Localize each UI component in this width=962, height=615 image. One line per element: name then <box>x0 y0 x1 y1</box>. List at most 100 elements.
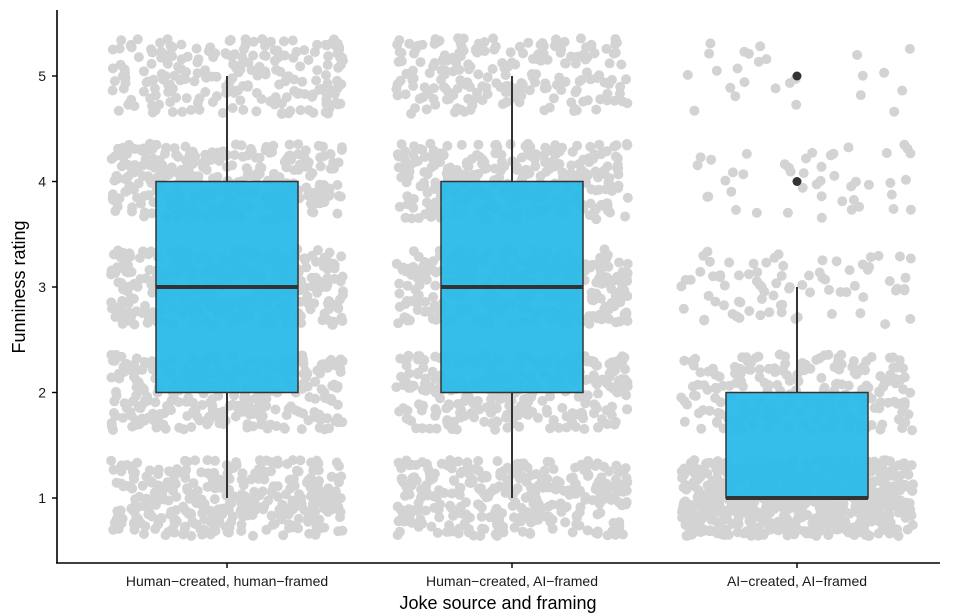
y-tick-label: 5 <box>38 68 46 84</box>
jitter-point <box>295 455 306 466</box>
jitter-point <box>227 103 238 113</box>
jitter-point <box>418 261 428 272</box>
boxplot-group <box>725 71 869 500</box>
jitter-point <box>693 520 704 531</box>
jitter-point <box>398 380 409 391</box>
jitter-point <box>761 54 772 65</box>
jitter-point <box>228 463 239 474</box>
jitter-point <box>442 415 453 426</box>
jitter-point <box>320 39 331 50</box>
jitter-point <box>823 530 834 541</box>
jitter-point <box>197 400 208 410</box>
jitter-point <box>293 139 304 150</box>
jitter-point <box>408 246 419 257</box>
jitter-point <box>474 404 485 415</box>
jitter-point <box>711 416 722 427</box>
jitter-point <box>699 315 710 326</box>
jitter-point <box>291 465 302 476</box>
jitter-point <box>128 396 139 407</box>
y-tick-label: 1 <box>38 490 46 506</box>
jitter-point <box>184 493 195 504</box>
jitter-point <box>753 56 764 67</box>
jitter-point <box>207 97 218 107</box>
jitter-point <box>112 506 123 517</box>
jitter-point <box>413 213 424 224</box>
jitter-point <box>404 368 415 379</box>
jitter-point <box>408 149 419 160</box>
jitter-point <box>293 523 303 534</box>
jitter-point <box>693 379 703 390</box>
jitter-point <box>124 281 135 292</box>
jitter-point <box>210 455 220 466</box>
jitter-point <box>905 253 916 264</box>
jitter-point <box>769 363 780 374</box>
jitter-point <box>169 70 180 81</box>
jitter-point <box>261 455 272 466</box>
jitter-point <box>592 422 603 433</box>
jitter-point <box>131 192 142 203</box>
jitter-point <box>593 184 604 195</box>
jitter-point <box>601 43 612 54</box>
jitter-point <box>442 55 453 66</box>
jitter-point <box>191 43 202 54</box>
jitter-point <box>205 529 216 540</box>
jitter-point <box>423 463 433 474</box>
jitter-point <box>317 83 327 94</box>
jitter-point <box>113 277 124 288</box>
jitter-point <box>676 392 687 403</box>
jitter-point <box>594 139 605 150</box>
jitter-point <box>695 266 706 277</box>
jitter-point <box>156 513 167 523</box>
jitter-point <box>260 50 271 61</box>
jitter-point <box>395 504 406 515</box>
jitter-point <box>140 521 151 532</box>
jitter-point <box>733 501 744 512</box>
jitter-point <box>182 51 193 62</box>
jitter-point <box>805 528 816 539</box>
jitter-point <box>837 196 848 207</box>
jitter-point <box>309 47 320 58</box>
jitter-point <box>784 78 795 88</box>
jitter-point <box>718 380 728 391</box>
jitter-point <box>778 514 789 525</box>
jitter-point <box>607 186 617 196</box>
jitter-point <box>181 464 192 475</box>
jitter-point <box>590 461 601 471</box>
jitter-point <box>593 273 604 284</box>
jitter-point <box>491 139 502 150</box>
jitter-point <box>281 410 292 421</box>
jitter-point <box>452 165 463 175</box>
jitter-point <box>752 267 763 278</box>
jitter-point <box>531 149 542 160</box>
jitter-point <box>217 108 228 118</box>
jitter-point <box>906 460 917 471</box>
jitter-point <box>701 458 712 469</box>
jitter-point <box>312 287 323 298</box>
jitter-point <box>215 414 226 425</box>
jitter-point <box>167 107 178 117</box>
jitter-point <box>176 39 187 50</box>
jitter-point <box>186 105 197 115</box>
jitter-point <box>411 423 422 434</box>
jitter-point <box>814 499 824 510</box>
jitter-point <box>602 419 613 430</box>
jitter-point <box>288 52 299 63</box>
jitter-point <box>793 506 804 517</box>
jitter-point <box>315 161 326 172</box>
jitter-point <box>888 362 899 373</box>
jitter-point <box>107 85 118 96</box>
jitter-point <box>539 83 550 94</box>
jitter-point <box>606 283 617 294</box>
jitter-point <box>155 409 166 419</box>
jitter-point <box>149 140 160 151</box>
jitter-point <box>482 72 493 83</box>
jitter-point <box>150 524 161 534</box>
jitter-point <box>905 313 916 324</box>
jitter-point <box>567 527 578 538</box>
jitter-point <box>439 65 450 76</box>
jitter-point <box>599 461 609 472</box>
jitter-point <box>836 349 847 360</box>
jitter-point <box>272 481 283 492</box>
jitter-point <box>894 460 904 471</box>
jitter-point <box>129 160 140 170</box>
